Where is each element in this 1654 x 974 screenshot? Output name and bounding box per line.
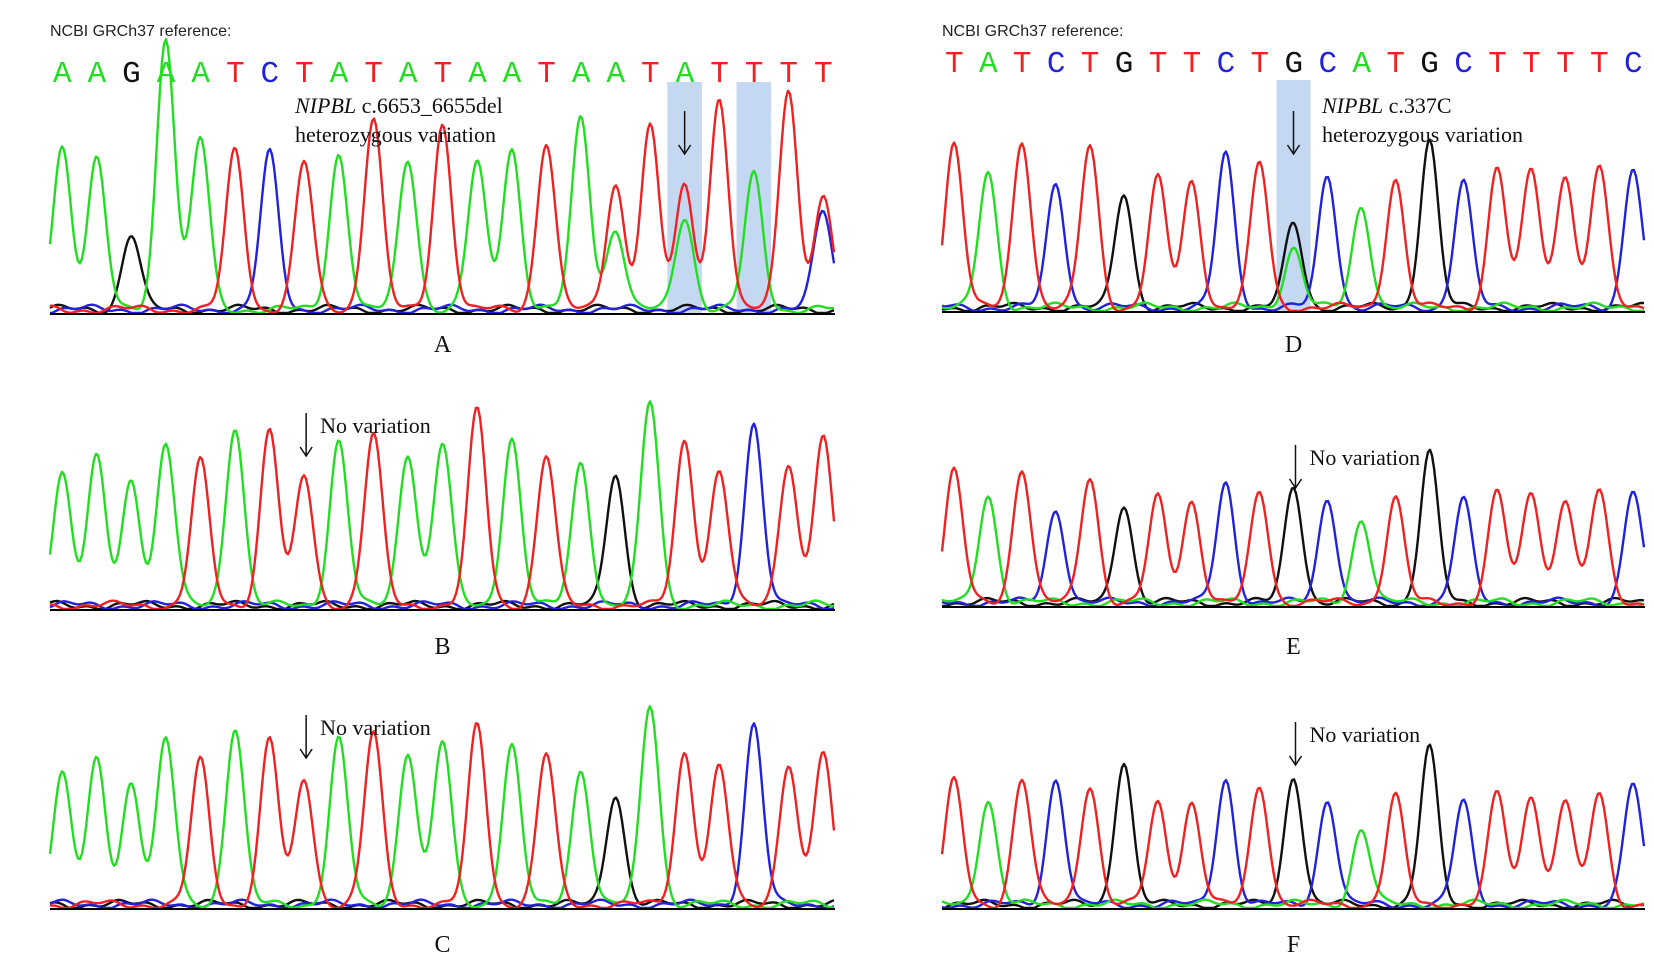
- reference-base: A: [191, 57, 210, 92]
- trace-g: [49, 796, 835, 910]
- reference-base: C: [1318, 47, 1337, 82]
- reference-base: A: [157, 57, 176, 92]
- reference-base: T: [1556, 47, 1575, 82]
- trace-a: [941, 170, 1645, 313]
- variation-label: No variation: [320, 715, 431, 740]
- reference-base: T: [1522, 47, 1541, 82]
- trace-c: [49, 722, 835, 910]
- reference-label: NCBI GRCh37 reference:: [942, 23, 1123, 40]
- variant-annotation: NIPBL c.6653_6655del: [294, 93, 503, 118]
- reference-base: T: [295, 57, 314, 92]
- trace-a: [941, 800, 1645, 910]
- gene-name: NIPBL: [294, 93, 356, 118]
- panel-letter: C: [434, 932, 450, 958]
- trace-t: [50, 89, 836, 315]
- variation-label: No variation: [320, 413, 431, 438]
- reference-base: A: [330, 57, 349, 92]
- trace-c: [941, 481, 1646, 608]
- panel-letter: A: [434, 332, 452, 358]
- reference-base: G: [1420, 47, 1439, 82]
- reference-base: T: [434, 57, 453, 92]
- reference-base: A: [676, 57, 695, 92]
- reference-base: C: [1624, 47, 1643, 82]
- reference-base: T: [1488, 47, 1507, 82]
- trace-g: [942, 448, 1645, 608]
- reference-base: A: [503, 57, 522, 92]
- reference-base: A: [979, 47, 998, 82]
- reference-base: G: [1285, 47, 1304, 82]
- variant-annotation: NIPBL c.337C: [1321, 93, 1452, 118]
- trace-a: [48, 400, 834, 611]
- trace-g: [49, 474, 835, 611]
- reference-base: T: [1183, 47, 1202, 82]
- reference-base: T: [364, 57, 383, 92]
- trace-g: [49, 235, 835, 315]
- reference-base: C: [1454, 47, 1473, 82]
- reference-base: A: [606, 57, 625, 92]
- reference-base: A: [468, 57, 487, 92]
- reference-base: G: [1115, 47, 1134, 82]
- arrow-head: [678, 144, 692, 156]
- panel-letter: E: [1286, 634, 1301, 660]
- reference-base: T: [537, 57, 556, 92]
- reference-base: T: [226, 57, 245, 92]
- reference-base: T: [1013, 47, 1032, 82]
- reference-base: T: [779, 57, 798, 92]
- reference-base: T: [945, 47, 964, 82]
- panel-a: NCBI GRCh37 reference:A A G A A T C T A T A T A A T A A T…: [48, 23, 836, 358]
- trace-c: [941, 150, 1646, 313]
- reference-base: T: [1386, 47, 1405, 82]
- reference-base: C: [1047, 47, 1066, 82]
- reference-base: C: [1217, 47, 1236, 82]
- reference-base: A: [53, 57, 72, 92]
- reference-base: A: [88, 57, 107, 92]
- arrow-head: [299, 446, 313, 458]
- trace-c: [941, 778, 1646, 910]
- variant-name: c.337C: [1383, 93, 1451, 118]
- variant-highlight-2: [736, 82, 772, 313]
- trace-a: [48, 38, 835, 315]
- reference-base: A: [1352, 47, 1371, 82]
- reference-base: T: [1081, 47, 1100, 82]
- panel-f: No variation F: [940, 722, 1646, 958]
- arrow-head: [1288, 478, 1303, 490]
- reference-base: T: [1590, 47, 1609, 82]
- panel-b: No variation B: [48, 400, 836, 660]
- panel-letter: B: [434, 634, 450, 660]
- reference-base: T: [814, 57, 833, 92]
- reference-base: T: [745, 57, 764, 92]
- reference-base: G: [122, 57, 141, 92]
- trace-c: [49, 422, 835, 611]
- reference-base: A: [399, 57, 418, 92]
- arrow-head: [1286, 144, 1301, 156]
- arrow-head: [299, 748, 313, 760]
- trace-t: [49, 722, 836, 910]
- trace-t: [49, 406, 836, 611]
- panel-e: No variation E: [940, 445, 1646, 660]
- variation-label: No variation: [1310, 445, 1421, 470]
- trace-c: [49, 147, 836, 315]
- reference-base: T: [641, 57, 660, 92]
- trace-a: [48, 705, 835, 910]
- reference-base: T: [710, 57, 729, 92]
- reference-label: NCBI GRCh37 reference:: [50, 23, 231, 40]
- panel-letter: F: [1287, 932, 1300, 958]
- trace-t: [940, 775, 1645, 910]
- gene-name: NIPBL: [1321, 93, 1383, 118]
- arrow-head: [1288, 755, 1303, 767]
- variant-type: heterozygous variation: [1322, 122, 1523, 147]
- panel-d: NCBI GRCh37 reference:T A T C T G T T C T G C A T G C T T…: [940, 23, 1646, 358]
- panel-c: No variation C: [48, 705, 836, 958]
- panel-letter: D: [1285, 332, 1302, 358]
- reference-base: T: [1149, 47, 1168, 82]
- reference-base: A: [572, 57, 591, 92]
- reference-base: C: [261, 57, 280, 92]
- reference-base: T: [1251, 47, 1270, 82]
- variant-name: c.6653_6655del: [356, 93, 503, 118]
- variation-label: No variation: [1310, 722, 1421, 747]
- variant-type: heterozygous variation: [295, 122, 496, 147]
